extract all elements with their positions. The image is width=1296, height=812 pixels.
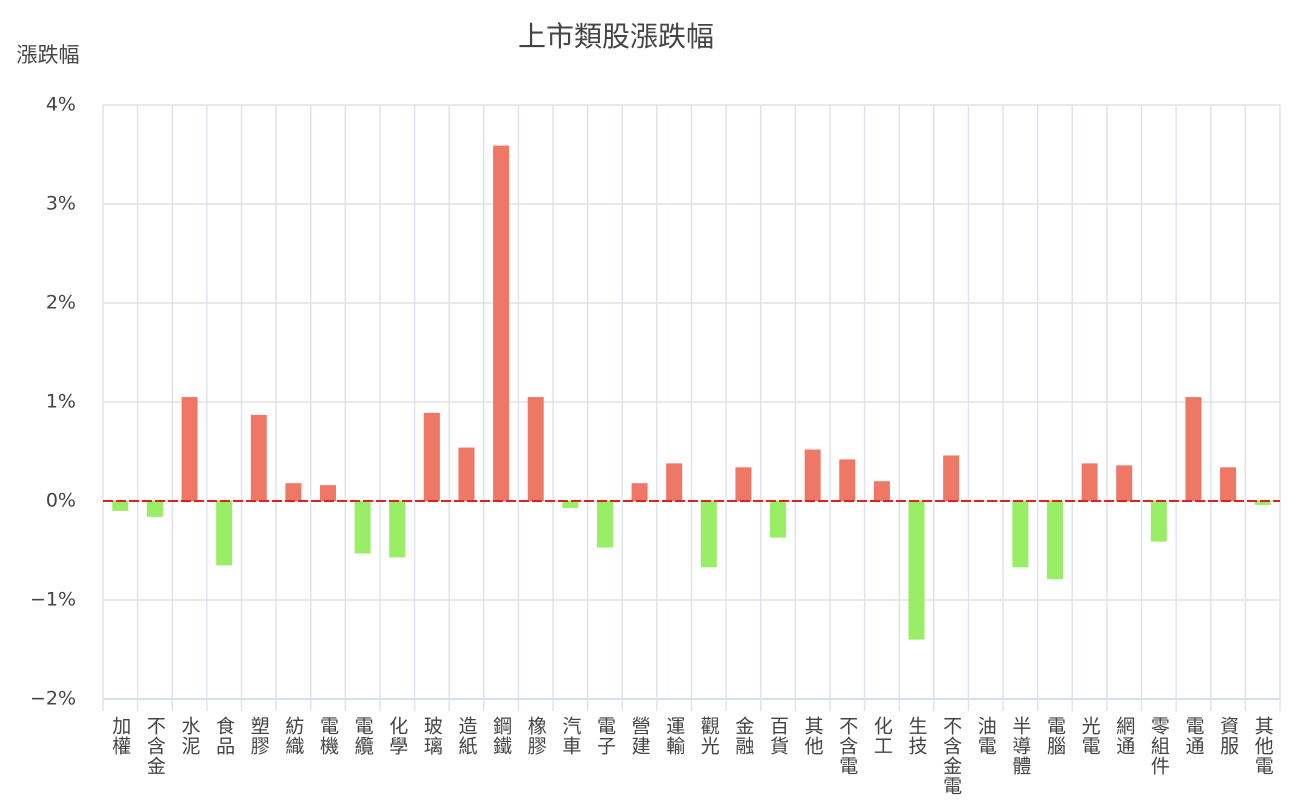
bar: [631, 483, 648, 501]
y-tick-label: 4%: [46, 94, 76, 116]
bar: [839, 459, 856, 501]
bar: [527, 397, 544, 501]
x-tick-label: 運輸: [663, 716, 685, 756]
bar: [216, 501, 233, 566]
bar: [1185, 397, 1202, 501]
bar: [873, 481, 890, 501]
x-tick-label: 光電: [1079, 716, 1101, 756]
bar: [735, 467, 752, 501]
bar: [1116, 465, 1133, 501]
x-tick-label: 化學: [386, 716, 408, 756]
bar: [423, 412, 440, 501]
x-tick-label: 電子: [594, 716, 616, 756]
bar: [1081, 463, 1098, 501]
bar: [1254, 501, 1271, 505]
y-tick-label: 2%: [46, 292, 76, 314]
bar: [354, 501, 371, 554]
bar: [389, 501, 406, 558]
x-tick-label: 電腦: [1044, 716, 1066, 756]
y-tick-label: 0%: [46, 490, 76, 512]
x-tick-label: 加權: [109, 716, 131, 756]
x-tick-label: 玻璃: [421, 716, 443, 756]
y-axis-label: 漲跌幅: [17, 43, 80, 67]
y-tick-label: 1%: [46, 391, 76, 413]
x-tick-label: 半導體: [1009, 716, 1031, 776]
bar: [112, 501, 129, 511]
bar: [1046, 501, 1063, 580]
x-tick-label: 電通: [1182, 716, 1204, 756]
x-tick-label: 塑膠: [248, 716, 270, 756]
bar: [1012, 501, 1029, 568]
x-tick-label: 鋼鐵: [490, 716, 512, 756]
x-tick-label: 電機: [317, 716, 339, 756]
bar: [320, 485, 337, 501]
chart-title: 上市類股漲跌幅: [518, 20, 714, 53]
bar: [666, 463, 683, 501]
x-tick-label: 其他電: [1252, 716, 1274, 776]
x-tick-label: 電纜: [352, 716, 374, 756]
bar: [908, 501, 925, 640]
x-tick-label: 汽車: [559, 716, 581, 756]
x-tick-label: 食品: [213, 716, 235, 756]
bar: [770, 501, 787, 538]
bar: [596, 501, 613, 548]
bar: [943, 455, 960, 501]
bar: [1150, 501, 1167, 542]
x-tick-label: 其他: [802, 716, 824, 756]
x-tick-label: 紡織: [282, 716, 304, 756]
x-tick-label: 水泥: [179, 716, 201, 756]
x-tick-label: 生技: [906, 716, 928, 756]
bar: [250, 414, 267, 501]
x-tick-label: 造紙: [455, 716, 477, 756]
bar: [700, 501, 717, 568]
x-tick-label: 百貨: [767, 716, 789, 756]
y-tick-label: 3%: [46, 193, 76, 215]
x-tick-label: 零組件: [1148, 716, 1170, 776]
bar: [146, 501, 163, 517]
bar: [562, 501, 579, 508]
bar: [181, 397, 198, 501]
x-tick-label: 營建: [629, 716, 651, 756]
bar: [493, 145, 510, 501]
y-tick-label: −1%: [30, 589, 76, 611]
x-tick-label: 觀光: [698, 716, 720, 756]
x-tick-label: 不含電: [836, 716, 858, 776]
bar: [1220, 467, 1237, 501]
x-tick-label: 不含金: [144, 716, 166, 776]
bar: [285, 483, 302, 501]
y-tick-label: −2%: [30, 688, 76, 710]
x-tick-label: 橡膠: [525, 716, 547, 756]
bar: [458, 447, 475, 501]
x-tick-label: 油電: [975, 716, 997, 756]
bar: [804, 449, 821, 501]
x-tick-label: 金融: [732, 716, 754, 756]
x-tick-label: 資服: [1217, 716, 1239, 756]
x-tick-label: 網通: [1113, 716, 1135, 756]
x-tick-label: 不含金電: [940, 716, 962, 796]
x-tick-label: 化工: [871, 716, 893, 756]
